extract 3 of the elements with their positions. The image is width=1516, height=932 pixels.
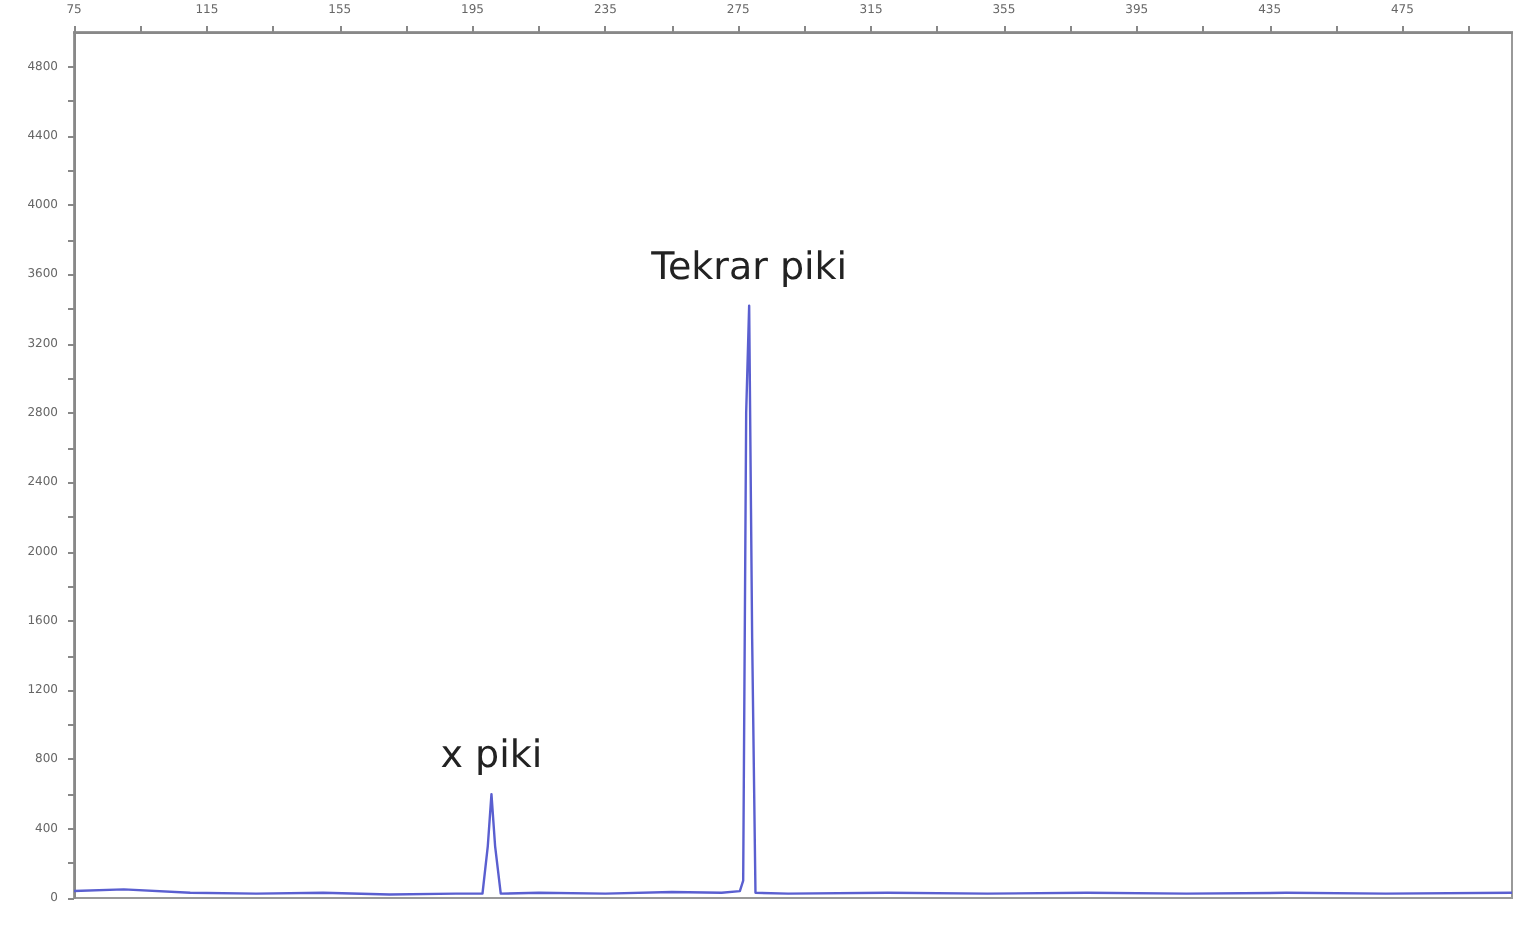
line-series <box>72 304 1514 896</box>
annotation: Tekrar piki <box>649 244 848 289</box>
annotation: x piki <box>440 733 543 778</box>
